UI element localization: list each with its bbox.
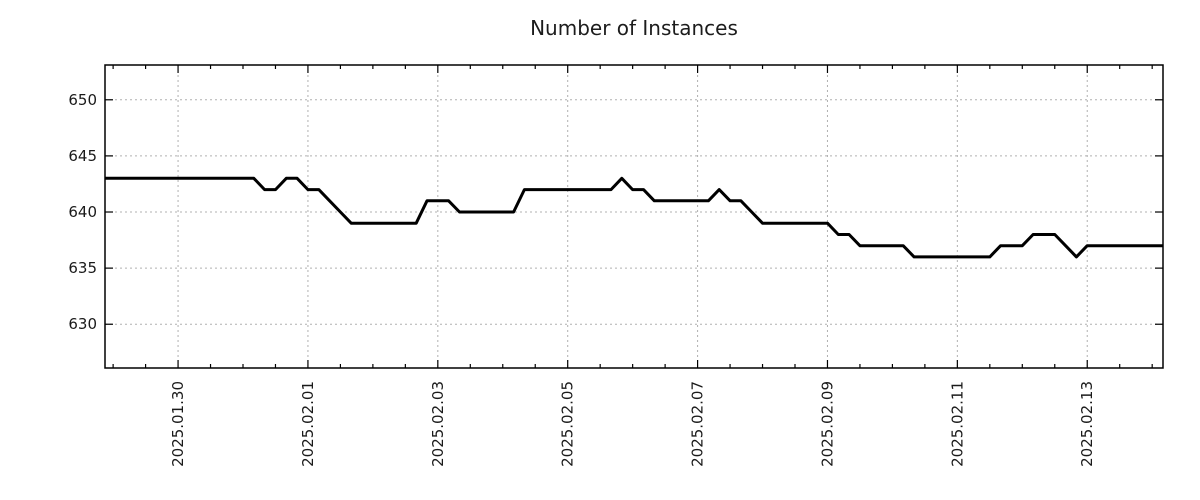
x-tick-label: 2025.02.05 (559, 381, 577, 467)
data-line (105, 176, 1163, 259)
x-tick-label: 2025.02.07 (689, 381, 707, 467)
x-tick-label: 2025.02.11 (948, 381, 966, 467)
x-tick-label: 2025.02.09 (818, 381, 836, 467)
x-tick-label: 2025.02.01 (299, 381, 317, 467)
x-tick-label: 2025.01.30 (169, 381, 187, 467)
y-tick-label: 650 (68, 91, 97, 109)
chart-title: Number of Instances (530, 16, 738, 40)
plot-border (104, 64, 1164, 369)
x-tick-label: 2025.02.03 (429, 381, 447, 467)
x-tick-label: 2025.02.13 (1078, 381, 1096, 467)
y-tick-label: 635 (68, 259, 97, 277)
y-tick-label: 630 (68, 315, 97, 333)
y-tick-label: 640 (68, 203, 97, 221)
y-tick-label: 645 (68, 147, 97, 165)
